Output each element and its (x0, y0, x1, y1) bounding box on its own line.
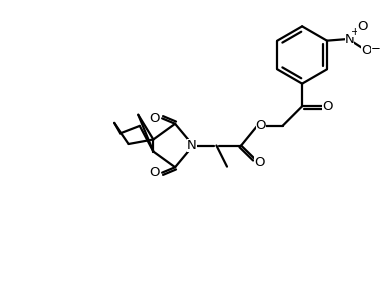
Text: O: O (150, 166, 160, 179)
Text: O: O (322, 100, 333, 113)
Text: O: O (254, 156, 265, 169)
Text: N: N (187, 139, 197, 152)
Text: O: O (357, 20, 368, 33)
Text: O: O (255, 120, 266, 132)
Text: O: O (150, 112, 160, 125)
Text: +: + (351, 26, 360, 37)
Text: −: − (371, 42, 381, 55)
Text: O: O (361, 44, 372, 57)
Text: N: N (345, 33, 354, 46)
